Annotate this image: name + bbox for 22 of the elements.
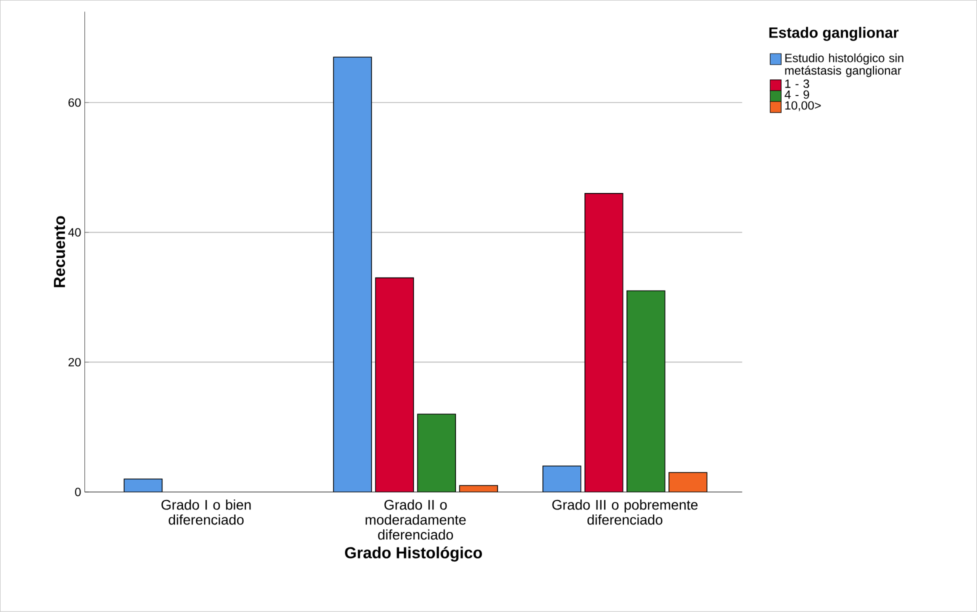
legend-label: 10,00>	[785, 101, 821, 112]
x-axis-title: Grado Histológico	[345, 546, 482, 562]
bar	[626, 290, 666, 492]
bar	[584, 193, 624, 492]
bar	[333, 56, 372, 492]
y-axis-title: Recuento	[54, 216, 66, 288]
legend-label: Estudio histológico sin metástasis ganglionar	[785, 53, 904, 78]
x-tick-label: Grado II o moderadamente diferenciado	[366, 500, 466, 540]
legend-label: 4 - 9	[784, 90, 810, 99]
legend-title: Estado ganglionar	[769, 27, 899, 42]
bar	[417, 414, 456, 492]
x-tick-label: Grado I o bien diferenciado	[162, 500, 251, 525]
y-tick-label: 60	[68, 98, 81, 107]
bar	[668, 472, 708, 492]
bar	[124, 479, 162, 492]
y-tick-label: 0	[75, 488, 81, 496]
x-tick-label: Grado III o pobremente diferenciado	[552, 500, 698, 525]
y-tick-label: 40	[68, 228, 81, 237]
bar	[542, 466, 582, 492]
legend-label: 1 - 3	[785, 80, 810, 88]
bar	[375, 278, 414, 492]
y-tick-label: 20	[68, 358, 81, 367]
